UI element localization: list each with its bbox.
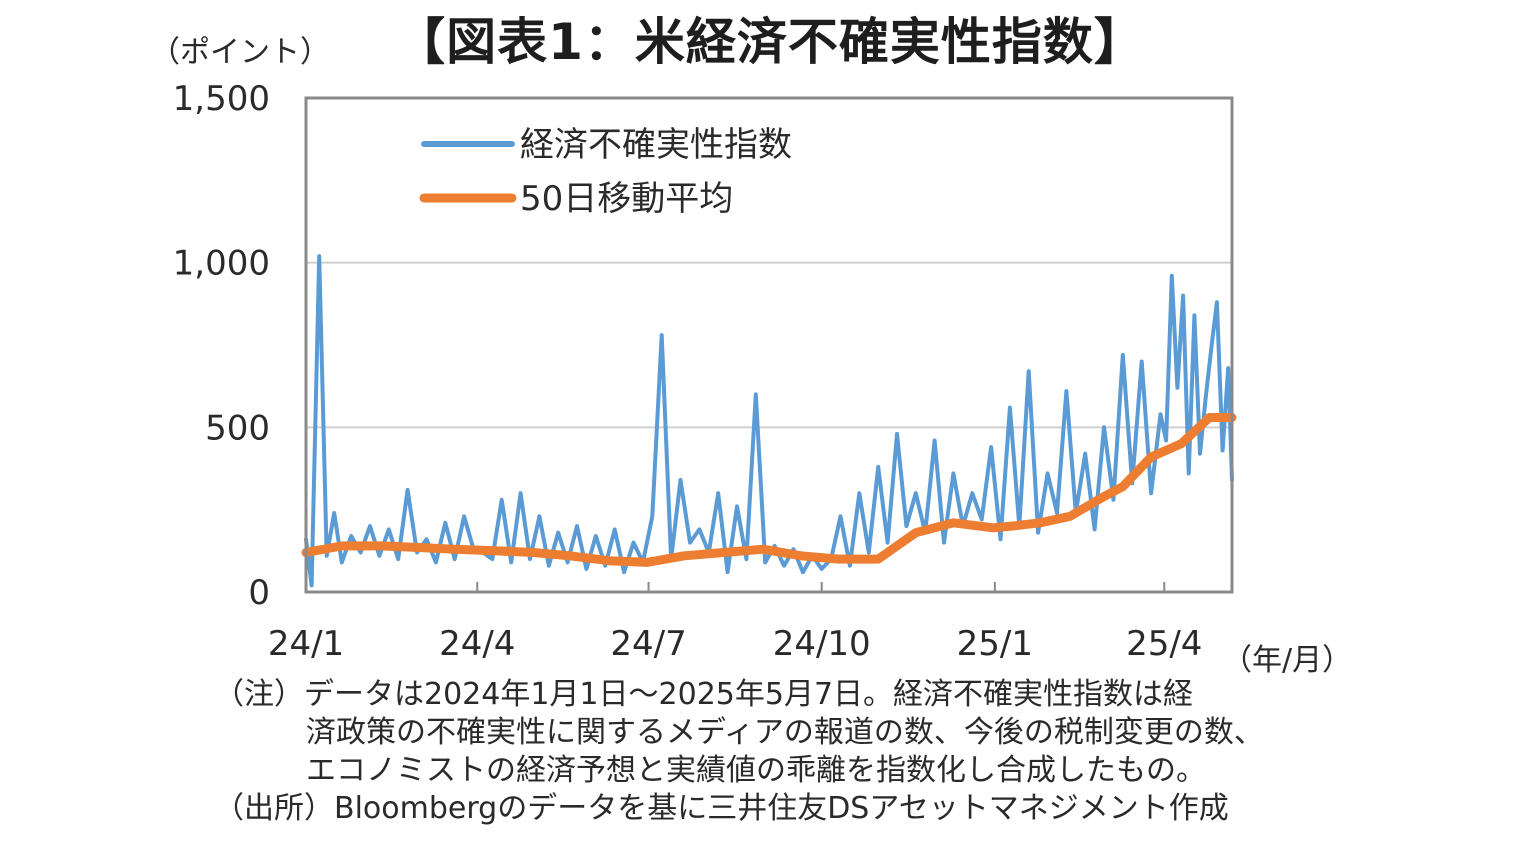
y-tick-label: 1,500 xyxy=(173,79,270,119)
y-tick-label: 0 xyxy=(248,573,270,613)
grid-lines xyxy=(306,261,1232,429)
x-tick-label: 25/4 xyxy=(1126,624,1202,664)
legend: 経済不確実性指数 50日移動平均 xyxy=(419,125,792,219)
x-tick-label: 24/4 xyxy=(439,624,515,664)
legend-label: 50日移動平均 xyxy=(520,179,733,219)
source-line: （出所）Bloombergのデータを基に三井住友DSアセットマネジメント作成 xyxy=(214,791,1229,826)
plot-frame xyxy=(304,96,1234,594)
chart-title: 【図表1：米経済不確実性指数】 xyxy=(395,13,1145,71)
y-tick-label: 500 xyxy=(205,408,270,448)
series-layer xyxy=(301,254,1237,588)
note-line-1: （注）データは2024年1月1日～2025年5月7日。経済不確実性指数は経 xyxy=(214,677,1194,712)
footnotes: （注）データは2024年1月1日～2025年5月7日。経済不確実性指数は経 済政… xyxy=(214,676,1514,828)
x-tick-label: 24/7 xyxy=(610,624,686,664)
y-tick-label: 1,000 xyxy=(173,244,270,284)
x-tick-label: 24/1 xyxy=(268,624,344,664)
axis-layer: 0 500 1,000 1,500 24/1 24/4 24/7 24/10 25/1 25/4 xyxy=(173,79,1203,664)
series-line-uncertainty-index xyxy=(304,254,1234,588)
x-tick-label: 25/1 xyxy=(957,624,1033,664)
chart-area: （ポイント） （年/月） 0 500 1,000 1,500 24/1 24/4 24/7 2… xyxy=(150,35,1352,678)
note-line-3: エコノミストの経済予想と実績値の乖離を指数化し合成したもの。 xyxy=(306,753,1206,788)
note-line-2: 済政策の不確実性に関するメディアの報道の数、今後の税制変更の数、 xyxy=(306,715,1264,750)
y-axis-label: （ポイント） xyxy=(150,35,330,70)
x-axis-label: （年/月） xyxy=(1222,643,1352,678)
legend-label: 経済不確実性指数 xyxy=(520,125,792,165)
x-tick-label: 24/10 xyxy=(773,624,871,664)
series-line-moving-average xyxy=(301,413,1237,567)
